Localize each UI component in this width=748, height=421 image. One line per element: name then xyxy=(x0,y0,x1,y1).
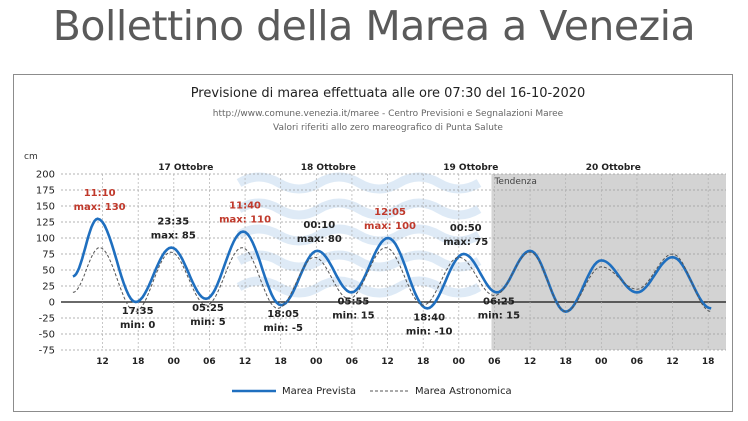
y-tick-label: 200 xyxy=(36,170,55,181)
x-axis-ticks: 12 18 00 06 12 18 00 06 12 18 00 06 12 18 00 06 12 18 xyxy=(96,357,714,367)
x-tick-label: 12 xyxy=(381,357,394,367)
extremum-value-label: max: 80 xyxy=(297,234,342,245)
y-tick-label: 100 xyxy=(36,234,55,245)
x-tick-label: 12 xyxy=(524,357,537,367)
legend-label-marea-prevista: Marea Prevista xyxy=(282,386,356,397)
x-tick-label: 06 xyxy=(346,357,359,367)
y-tick-label: 125 xyxy=(36,218,55,229)
extremum-time-label: 00:10 xyxy=(303,220,335,231)
chart-title: Previsione di marea effettuata alle ore … xyxy=(191,86,586,101)
extremum-time-label: 11:10 xyxy=(84,188,116,199)
extremum-time-label: 05:55 xyxy=(338,296,370,307)
x-tick-label: 12 xyxy=(239,357,252,367)
legend: Marea Prevista Marea Astronomica xyxy=(232,386,512,397)
y-tick-label: 150 xyxy=(36,202,55,213)
y-tick-label: 50 xyxy=(42,266,55,277)
chart-subtitle-reference: Valori riferiti allo zero mareografico d… xyxy=(273,123,503,133)
extremum-time-label: 05:25 xyxy=(192,303,224,314)
tendency-label: Tendenza xyxy=(493,177,536,187)
y-tick-label: -25 xyxy=(39,314,55,325)
extremum-value-label: max: 130 xyxy=(74,202,126,213)
extremum-time-label: 12:05 xyxy=(374,207,406,218)
extremum-value-label: min: -10 xyxy=(406,326,453,337)
x-tick-label: 00 xyxy=(310,357,323,367)
x-tick-label: 00 xyxy=(168,357,181,367)
series-line-marea-astronomica xyxy=(72,247,712,313)
extremum-time-label: 00:50 xyxy=(450,223,482,234)
extremum-time-label: 18:05 xyxy=(267,309,299,320)
extremum-value-label: max: 85 xyxy=(151,231,196,242)
y-axis-ticks: 200 175 150 125 100 75 50 25 0 -25 -50 -75 xyxy=(36,170,55,357)
extremum-value-label: max: 110 xyxy=(219,215,271,226)
extremum-value-label: min: 5 xyxy=(190,317,225,328)
x-tick-label: 06 xyxy=(488,357,501,367)
extremum-value-label: min: 15 xyxy=(478,310,520,321)
day-label: 19 Ottobre xyxy=(443,163,498,173)
extremum-time-label: 17:35 xyxy=(122,306,154,317)
y-tick-label: 25 xyxy=(42,282,55,293)
extremum-time-label: 23:35 xyxy=(157,217,189,228)
x-tick-label: 18 xyxy=(274,357,287,367)
y-tick-label: 75 xyxy=(42,250,55,261)
x-tick-label: 18 xyxy=(702,357,715,367)
extremum-value-label: max: 100 xyxy=(364,221,416,232)
day-label: 18 Ottobre xyxy=(301,163,356,173)
y-tick-label: 0 xyxy=(49,298,55,309)
page-title: Bollettino della Marea a Venezia xyxy=(52,2,696,50)
y-tick-label: 175 xyxy=(36,186,55,197)
tendency-area xyxy=(491,174,726,350)
extrema-annotations: 11:10 max: 130 17:35 min: 0 23:35 max: 85 05:2… xyxy=(74,188,521,338)
day-label: 20 Ottobre xyxy=(586,163,641,173)
y-tick-label: -75 xyxy=(39,346,55,357)
chart-subtitle-source: http://www.comune.venezia.it/maree - Cen… xyxy=(213,109,564,119)
x-tick-label: 12 xyxy=(666,357,679,367)
x-tick-label: 18 xyxy=(132,357,145,367)
x-tick-label: 06 xyxy=(631,357,644,367)
legend-label-marea-astronomica: Marea Astronomica xyxy=(415,386,512,397)
x-tick-label: 00 xyxy=(453,357,466,367)
series-line-marea-prevista xyxy=(72,217,712,313)
tide-chart: Previsione di marea effettuata alle ore … xyxy=(24,86,726,397)
chart-frame: Previsione di marea effettuata alle ore … xyxy=(13,74,733,412)
x-tick-label: 18 xyxy=(417,357,430,367)
y-axis-unit: cm xyxy=(24,152,38,162)
watermark-waves xyxy=(236,172,482,298)
x-tick-label: 12 xyxy=(96,357,109,367)
x-tick-label: 00 xyxy=(595,357,608,367)
extremum-time-label: 06:25 xyxy=(483,296,515,307)
series-lines xyxy=(72,217,712,313)
x-tick-label: 18 xyxy=(559,357,572,367)
extremum-time-label: 11:40 xyxy=(229,201,261,212)
day-labels: 17 Ottobre 18 Ottobre 19 Ottobre 20 Ottobre xyxy=(158,163,641,173)
extremum-time-label: 18:40 xyxy=(413,312,445,323)
x-tick-label: 06 xyxy=(203,357,216,367)
extremum-value-label: min: 15 xyxy=(332,310,374,321)
extremum-value-label: max: 75 xyxy=(443,237,488,248)
extremum-value-label: min: 0 xyxy=(120,320,155,331)
y-tick-label: -50 xyxy=(39,330,55,341)
extremum-value-label: min: -5 xyxy=(263,323,303,334)
day-label: 17 Ottobre xyxy=(158,163,213,173)
